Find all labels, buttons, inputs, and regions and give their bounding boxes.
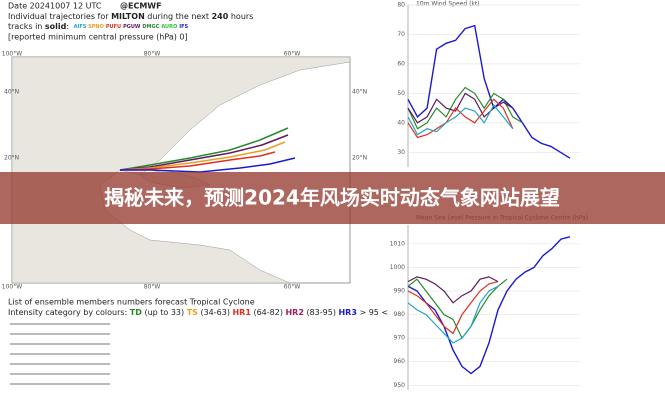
model: PUFU: [106, 24, 121, 30]
model: PGUW: [123, 24, 141, 30]
intensity-part: HR1: [232, 308, 251, 317]
source: @ECMWF: [120, 2, 162, 11]
lon-label: 80°W: [144, 51, 161, 58]
series-line: [407, 24, 571, 159]
list-title: List of ensemble members numbers forecas…: [8, 298, 255, 307]
series-line: [407, 236, 571, 375]
series-line: [407, 285, 499, 344]
lon-label: 80°W: [144, 284, 161, 291]
intensity: Intensity category by colours: TD (up to…: [8, 308, 388, 317]
title-part: hours: [228, 12, 253, 21]
y-tick-label: 50: [397, 90, 405, 97]
banner-band: [0, 172, 665, 224]
y-tick-label: 40: [397, 119, 405, 126]
map: [11, 56, 351, 284]
title-part: 240: [212, 12, 229, 21]
series-line: [407, 104, 514, 136]
tracks-line-part: :: [66, 22, 71, 31]
y-tick-label: 970: [394, 335, 406, 342]
intensity-part: > 95 <: [357, 308, 388, 317]
title-part: MILTON: [111, 12, 145, 21]
y-tick-label: 980: [394, 311, 406, 318]
title: Individual trajectories for MILTON durin…: [8, 12, 253, 21]
intensity-part: Intensity category by colours:: [8, 308, 130, 317]
lat-label: 20°N: [4, 155, 19, 162]
y-tick-label: 70: [397, 31, 405, 38]
y-tick-label: 60: [397, 60, 405, 67]
lon-label: 100°W: [2, 51, 22, 58]
lon-label: 100°W: [2, 284, 22, 291]
lon-label: 60°W: [284, 51, 301, 58]
intensity-part: (34-63): [198, 308, 233, 317]
series-line: [407, 92, 514, 124]
tracks-line-part: solid: [45, 22, 67, 31]
intensity-part: (83-95): [304, 308, 339, 317]
intensity-part: HR3: [338, 308, 356, 317]
lat-label: 40°N: [4, 89, 19, 96]
list-rows: [10, 323, 110, 385]
model: AURO: [161, 24, 177, 30]
tracks-line: tracks in solid: AIFS SPNO PUFU PGUW DMGC AUR…: [8, 22, 188, 31]
y-tick-label: 80: [397, 2, 405, 9]
y-tick-label: 950: [394, 382, 406, 389]
title-part: during the next: [145, 12, 212, 21]
chart-title: 10m Wind Speed (kt): [416, 1, 480, 8]
pressure-note: [reported minimum central pressure (hPa)…: [8, 33, 188, 42]
lon-label: 60°W: [284, 284, 301, 291]
date: Date 20241007 12 UTC: [8, 2, 102, 11]
model: AIFS: [74, 24, 87, 30]
intensity-part: HR2: [285, 308, 303, 317]
series-line: [407, 86, 523, 130]
series-line: [407, 276, 499, 304]
banner-text: 揭秘未来，预测2024年风场实时动态气象网站展望: [104, 186, 560, 210]
series-line: [407, 281, 499, 335]
y-tick-label: 960: [394, 358, 406, 365]
tracks-line-part: tracks in: [8, 22, 45, 31]
lat-label: 20°N: [352, 155, 367, 162]
y-tick-label: 1000: [390, 264, 405, 271]
model: DMGC: [142, 24, 159, 30]
tracks: [119, 127, 296, 173]
model: SPNO: [88, 24, 104, 30]
intensity-part: TS: [187, 308, 198, 317]
title-part: Individual trajectories for: [8, 12, 111, 21]
lat-label: 40°N: [352, 89, 367, 96]
y-tick-label: 30: [397, 149, 405, 156]
intensity-part: TD: [130, 308, 142, 317]
intensity-part: (up to 33): [142, 308, 187, 317]
y-tick-label: 1010: [390, 240, 405, 247]
y-tick-label: 990: [394, 288, 406, 295]
model: IFS: [179, 24, 188, 30]
series-line: [407, 278, 508, 340]
intensity-part: (64-82): [251, 308, 286, 317]
